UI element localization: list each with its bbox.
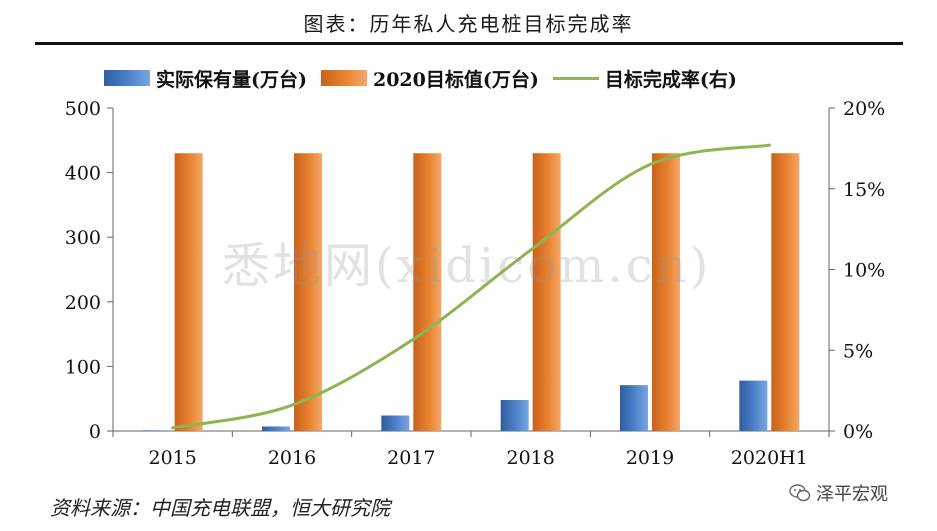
legend-swatch-rate [552,76,599,80]
bar-actual [381,415,410,431]
y-left-tick-label: 200 [65,292,101,314]
watermark-text: 悉地网(xidicom.cn) [222,238,712,294]
source-note: 资料来源：中国充电联盟，恒大研究院 [50,496,390,520]
line-rate-point [409,339,413,343]
legend: 实际保有量(万台) 2020目标值(万台) 目标完成率(右) [104,64,751,92]
legend-item-target: 2020目标值(万台) [320,65,539,92]
y-right-tick-label: 20% [843,98,885,120]
chart-title: 图表：历年私人充电桩目标完成率 [303,12,634,36]
line-rate-point [767,143,771,147]
legend-item-actual: 实际保有量(万台) [104,65,307,92]
bar-actual [739,380,768,431]
y-right-tick-label: 10% [843,260,885,282]
bar-target [532,153,561,431]
y-left-tick-label: 500 [65,98,101,120]
line-rate [171,143,771,430]
x-tick-label: 2017 [387,447,435,469]
x-tick-label: 2018 [506,447,554,469]
title-rule [35,42,903,45]
legend-swatch-actual [104,70,150,86]
bar-target [294,153,322,431]
x-tick-label: 2015 [148,447,196,469]
bar-actual [142,430,171,431]
y-right-tick-label: 5% [843,340,873,362]
y-left-tick-label: 100 [65,356,101,378]
y-right-tick-label: 0% [843,421,873,443]
legend-item-rate: 目标完成率(右) [552,65,737,92]
legend-label-rate: 目标完成率(右) [604,68,737,91]
line-rate-point [529,248,533,252]
bar-target [174,153,203,431]
legend-label-target: 2020目标值(万台) [372,68,539,91]
bar-actual [500,399,529,431]
wechat-icon [789,484,811,502]
line-rate-point [290,403,294,407]
y-left-tick-label: 0 [89,421,101,443]
bar-target [771,153,800,431]
y-left-tick-label: 300 [65,227,101,249]
bar-target [413,153,442,431]
x-tick-label: 2020H1 [731,447,808,469]
x-tick-label: 2016 [268,447,316,469]
y-right-tick-label: 15% [843,179,885,201]
legend-swatch-target [320,70,367,86]
brand-mark: 泽平宏观 [788,480,888,506]
bar-actual [262,426,290,431]
bar-target [652,153,680,431]
legend-label-actual: 实际保有量(万台) [156,68,307,91]
line-rate-point [171,426,175,430]
bar-actual [620,385,648,431]
brand-label: 泽平宏观 [816,484,888,505]
line-rate-point [648,163,652,167]
y-left-tick-label: 400 [65,163,101,185]
x-tick-label: 2019 [626,447,674,469]
